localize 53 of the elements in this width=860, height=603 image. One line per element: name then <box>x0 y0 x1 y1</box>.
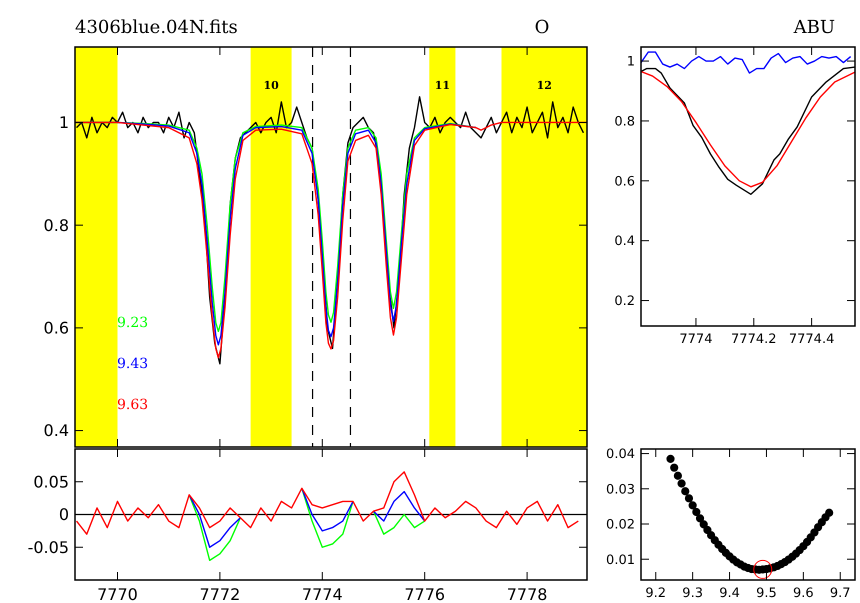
chart-title: ABU <box>792 17 835 38</box>
point <box>700 520 708 528</box>
y-tick-label: -0.05 <box>28 538 69 557</box>
x-tick-label: 7774 <box>679 332 712 347</box>
x-tick-label: 7776 <box>404 585 446 603</box>
y-tick-label: 0.6 <box>614 174 635 190</box>
x-tick-label: 9.5 <box>756 586 777 601</box>
point <box>677 479 686 488</box>
x-tick-label: 9.7 <box>830 586 851 601</box>
band-label: 12 <box>536 79 552 92</box>
y-tick-label: 0.04 <box>606 447 635 462</box>
point <box>696 514 704 522</box>
y-tick-label: 0.4 <box>614 234 635 250</box>
x-tick-label: 7772 <box>200 585 240 603</box>
point <box>674 472 682 480</box>
y-tick-label: 0.8 <box>614 114 635 130</box>
band-label: 10 <box>263 79 280 92</box>
point <box>688 501 697 510</box>
text: 9.43 <box>117 356 148 372</box>
point <box>825 508 834 517</box>
y-tick-label: 0.2 <box>614 294 635 310</box>
x-tick-label: 9.4 <box>719 586 740 601</box>
y-tick-label: 1 <box>58 113 69 132</box>
y-tick-label: 1 <box>626 54 635 70</box>
y-tick-label: 0.03 <box>606 482 635 498</box>
y-tick-label: 0.4 <box>44 421 69 440</box>
text: 9.23 <box>117 315 148 331</box>
band-label: 11 <box>434 79 450 92</box>
point <box>703 526 712 534</box>
x-tick-label: 7774.2 <box>731 332 777 347</box>
y-tick-label: 0 <box>58 505 69 524</box>
chart-subtitle: O <box>534 17 550 38</box>
point <box>670 464 678 472</box>
line-series <box>641 51 852 74</box>
x-tick-label: 9.2 <box>645 586 666 601</box>
point <box>666 454 675 463</box>
line-series <box>76 471 579 535</box>
x-tick-label: 7774.4 <box>788 332 834 347</box>
y-tick-label: 0.6 <box>44 318 69 338</box>
chart-title: 4306blue.04N.fits <box>75 17 238 38</box>
y-tick-label: 0.01 <box>606 552 635 568</box>
point <box>681 487 690 496</box>
x-tick-label: 9.3 <box>682 586 703 601</box>
text: 9.63 <box>117 397 148 413</box>
point <box>684 494 694 502</box>
point <box>692 508 700 516</box>
y-tick-label: 0.02 <box>606 518 635 533</box>
x-tick-label: 7778 <box>506 585 548 603</box>
y-tick-label: 0.8 <box>44 216 69 235</box>
x-tick-label: 7774 <box>302 585 343 603</box>
y-tick-label: 0.05 <box>33 472 69 492</box>
x-tick-label: 7770 <box>97 585 138 603</box>
x-tick-label: 9.6 <box>793 586 814 601</box>
